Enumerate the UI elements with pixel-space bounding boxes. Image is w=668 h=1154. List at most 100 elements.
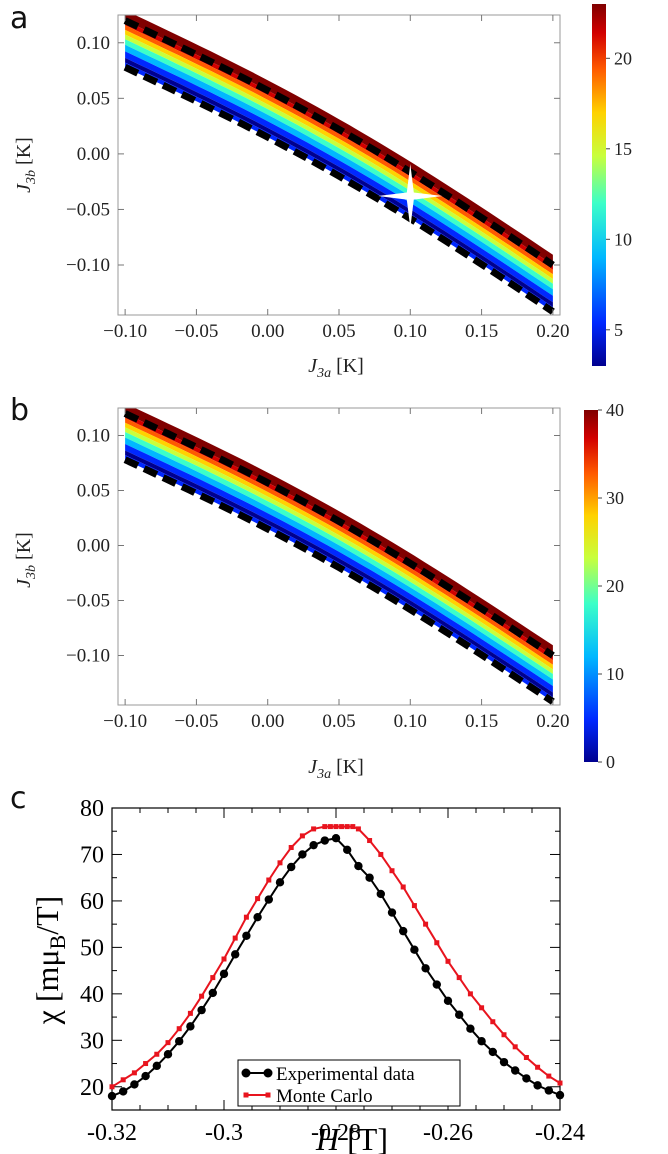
point-experimental — [175, 1037, 184, 1046]
x-tick-label: −0.05 — [174, 321, 218, 342]
point-monte-carlo — [535, 1064, 541, 1070]
point-monte-carlo — [165, 1040, 171, 1046]
panel-letter-c: c — [10, 781, 27, 816]
x-tick-label: 0.20 — [536, 711, 569, 732]
y-tick-label: −0.10 — [66, 255, 110, 276]
series-c — [107, 824, 565, 1101]
colorbar-b — [584, 410, 598, 762]
point-monte-carlo — [523, 1054, 529, 1060]
point-experimental — [555, 1090, 565, 1100]
point-experimental — [219, 969, 229, 979]
legend-marker-monte-carlo — [243, 1092, 249, 1098]
heatmap-a — [123, 15, 555, 315]
y-tick-label: 80 — [80, 796, 104, 822]
point-experimental — [443, 996, 453, 1006]
y-tick-label: 0.00 — [77, 536, 110, 557]
x-axis-label-b: J3a [K] — [308, 756, 364, 782]
y-tick-label: −0.10 — [66, 646, 110, 667]
x-tick-label: -0.24 — [535, 1120, 585, 1146]
point-monte-carlo — [501, 1032, 507, 1038]
point-monte-carlo — [339, 824, 345, 830]
point-monte-carlo — [322, 824, 328, 830]
colorbar-tick-label: 0 — [606, 752, 615, 772]
y-tick-label: −0.05 — [66, 591, 110, 612]
point-experimental — [466, 1024, 475, 1033]
point-monte-carlo — [199, 993, 205, 999]
point-monte-carlo — [109, 1084, 115, 1090]
colorbar-tick-label: 20 — [614, 48, 632, 68]
point-experimental — [522, 1074, 531, 1083]
point-experimental — [309, 840, 318, 850]
point-monte-carlo — [154, 1051, 160, 1057]
colorbar-tick-label: 15 — [614, 139, 632, 159]
point-experimental — [163, 1050, 173, 1059]
boundary-lower — [123, 64, 555, 315]
y-axis-label-a: J3b [K] — [13, 137, 39, 193]
heatmap-band — [125, 51, 553, 303]
x-tick-label: 0.10 — [394, 711, 427, 732]
tick-marks-b — [118, 408, 560, 705]
point-experimental — [186, 1022, 195, 1031]
x-tick-label: 0.05 — [322, 711, 355, 732]
panel-letter-b: b — [10, 393, 29, 428]
y-axis-label-b: J3b [K] — [13, 532, 39, 588]
point-experimental — [152, 1061, 161, 1071]
heatmap-band — [125, 39, 553, 290]
heatmap-band — [125, 44, 553, 296]
x-tick-label: 0.00 — [251, 711, 284, 732]
y-tick-label: 50 — [80, 935, 104, 961]
point-monte-carlo — [378, 851, 384, 857]
colorbar-tick-label: 5 — [614, 320, 623, 340]
y-tick-label: 0.10 — [77, 33, 110, 54]
point-experimental — [488, 1047, 497, 1057]
point-monte-carlo — [389, 868, 395, 874]
point-monte-carlo — [311, 826, 317, 832]
y-axis-label-c: χ [mμB/T] — [29, 896, 70, 1026]
point-monte-carlo — [512, 1044, 518, 1050]
y-tick-label: 0.00 — [77, 144, 110, 165]
point-experimental — [365, 873, 374, 882]
point-experimental — [421, 964, 430, 973]
point-experimental — [264, 895, 273, 904]
x-tick-label: −0.10 — [103, 321, 147, 342]
point-experimental — [197, 1005, 206, 1015]
x-tick-label: −0.10 — [103, 711, 147, 732]
x-tick-label: 0.05 — [322, 321, 355, 342]
heatmap-band — [125, 437, 553, 686]
y-tick-label: 70 — [80, 842, 104, 868]
point-monte-carlo — [232, 935, 238, 941]
point-monte-carlo — [467, 991, 473, 997]
y-tick-label: 0.05 — [77, 88, 110, 109]
legend-marker-experimental-end — [263, 1068, 273, 1078]
legend-c: Experimental data Monte Carlo — [237, 1059, 461, 1107]
boundary-upper — [123, 410, 555, 659]
point-experimental — [399, 926, 408, 936]
point-monte-carlo — [266, 877, 272, 883]
point-experimental — [320, 836, 329, 845]
heatmap-band — [125, 57, 553, 308]
y-tick-label: 60 — [80, 889, 104, 915]
point-monte-carlo — [333, 824, 339, 830]
x-tick-label: -0.28 — [311, 1120, 361, 1146]
point-experimental — [298, 850, 307, 859]
point-experimental — [477, 1037, 486, 1046]
colorbar-tick-label: 30 — [606, 488, 624, 508]
point-monte-carlo — [367, 838, 373, 844]
point-experimental — [231, 950, 240, 959]
y-tick-label: −0.05 — [66, 199, 110, 220]
point-monte-carlo — [131, 1070, 137, 1076]
x-tick-label: −0.05 — [174, 711, 218, 732]
colorbar-ticks-a: 20 15 10 5 — [606, 48, 632, 340]
point-monte-carlo — [445, 958, 451, 964]
x-tick-label: 0.00 — [251, 321, 284, 342]
point-monte-carlo — [143, 1061, 149, 1067]
point-monte-carlo — [350, 824, 356, 830]
point-experimental — [376, 889, 385, 899]
x-tick-labels-c: -0.32 -0.3 -0.28 -0.26 -0.24 — [87, 1120, 585, 1146]
y-tick-label: 30 — [80, 1028, 104, 1054]
x-axis-label-c: H [T] — [315, 1121, 388, 1154]
panel-b: b −0.10 −0.05 0.00 0.05 0.10 0.15 0.20 0.10 0.0… — [10, 393, 624, 782]
heatmap-band — [125, 427, 553, 674]
tick-marks-c — [111, 807, 561, 1111]
y-tick-labels-a: 0.10 0.05 0.00 −0.05 −0.10 — [66, 33, 110, 276]
